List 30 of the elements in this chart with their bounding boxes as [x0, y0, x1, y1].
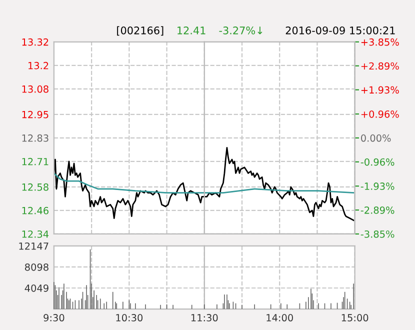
text: +3.85%: [361, 38, 399, 46]
y-tick-label: 12.83: [22, 134, 48, 142]
y-tick-label: 12.58: [22, 183, 48, 191]
x-tick-label: 15:00: [342, 314, 368, 322]
chart-title: [002166]: [117, 26, 164, 36]
x-tick-label: 9:30: [44, 314, 64, 322]
text: -2.89%: [360, 206, 394, 214]
text: -1.93%: [360, 182, 394, 190]
text: 12.41: [178, 26, 206, 34]
x-tick-label: 10:30: [116, 314, 143, 322]
text: -0.96%: [360, 158, 394, 166]
text: +1.93%: [361, 86, 399, 94]
y-tick-label: 12.46: [22, 206, 48, 214]
x-tick-label: 11:30: [191, 314, 218, 322]
y-tick-label: 13.2: [28, 62, 48, 70]
text: 0.00%: [361, 134, 391, 142]
text: -3.85%: [360, 230, 394, 238]
y-tick-label: 13.32: [22, 38, 48, 46]
y-tick-label: 4049: [24, 284, 48, 292]
text: 2016-09-09 15:00:21: [286, 26, 395, 34]
x-tick-label: 14:00: [266, 314, 293, 322]
y-tick-label: 8098: [25, 263, 48, 271]
y-tick-label: 13.08: [22, 85, 48, 93]
text: +0.96%: [361, 110, 399, 118]
text: +2.89%: [361, 62, 399, 70]
y-tick-label: 12.95: [22, 110, 48, 118]
y-tick-label: 12.71: [22, 158, 48, 166]
y-tick-label: 12.34: [22, 230, 49, 238]
y-tick-label: 12147: [19, 242, 48, 250]
text: -3.27%↓: [219, 26, 262, 34]
